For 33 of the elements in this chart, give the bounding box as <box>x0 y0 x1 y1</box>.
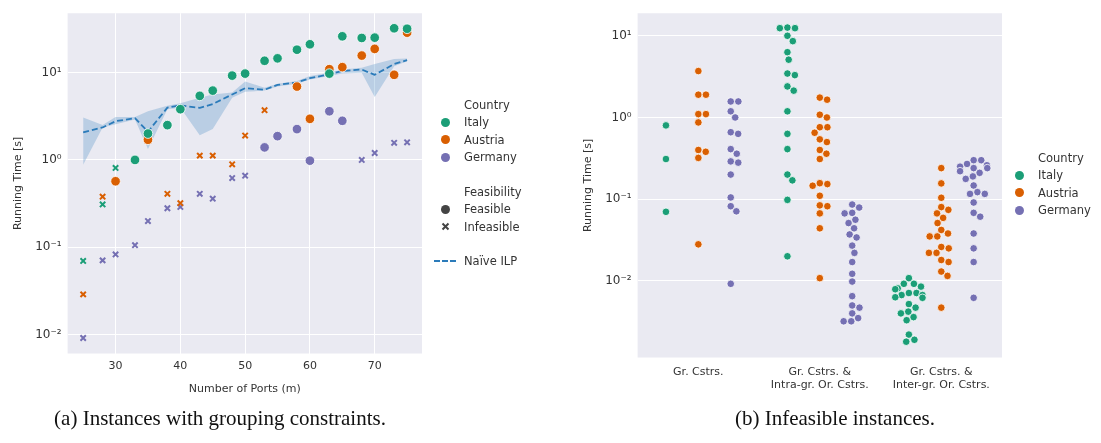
x-tick-label: 40 <box>173 359 188 373</box>
legend-label: Naïve ILP <box>464 254 518 269</box>
x-tick-label: Gr. Cstrs. <box>673 365 724 379</box>
y-tick-label: 10⁰ <box>41 152 62 167</box>
legend-label: Germany <box>1038 203 1091 218</box>
legend-label: Italy <box>464 115 489 130</box>
x-tick-label: 60 <box>302 359 317 373</box>
legend-title: Country <box>464 97 510 112</box>
y-axis-title: Running Time [s] <box>581 138 595 233</box>
y-axis-title: Running Time [s] <box>11 136 25 231</box>
text: Feasibility <box>464 184 522 199</box>
legend-title: Country <box>1038 150 1084 165</box>
y-tick-label: 10¹ <box>611 27 632 42</box>
y-tick-label: 10⁻¹ <box>35 239 62 254</box>
y-tick-label: 10⁻² <box>35 326 62 341</box>
legend-label: Italy <box>1038 168 1063 183</box>
legend-label: Austria <box>464 132 505 147</box>
text: Feasible <box>464 202 511 217</box>
x-axis-title: Number of Ports (m) <box>188 382 301 396</box>
x-tick-label: Gr. Cstrs. & Intra-gr. Or. Cstrs. <box>770 365 869 392</box>
x-tick-label: 50 <box>238 359 253 373</box>
y-tick-label: 10¹ <box>41 64 62 79</box>
y-tick-label: 10⁻¹ <box>605 191 632 206</box>
text: Infeasible <box>464 219 520 234</box>
y-tick-label: 10⁰ <box>611 109 632 124</box>
text: (a) Instances with grouping constraints. <box>53 406 387 431</box>
legend-label: Austria <box>1038 185 1079 200</box>
y-tick-label: 10⁻² <box>605 272 632 287</box>
x-tick-label: 30 <box>108 359 123 373</box>
text: (b) Infeasible instances. <box>734 406 936 431</box>
x-tick-label: Gr. Cstrs. & Inter-gr. Or. Cstrs. <box>892 365 990 392</box>
legend-label: Germany <box>464 150 517 165</box>
x-tick-label: 70 <box>367 359 382 373</box>
